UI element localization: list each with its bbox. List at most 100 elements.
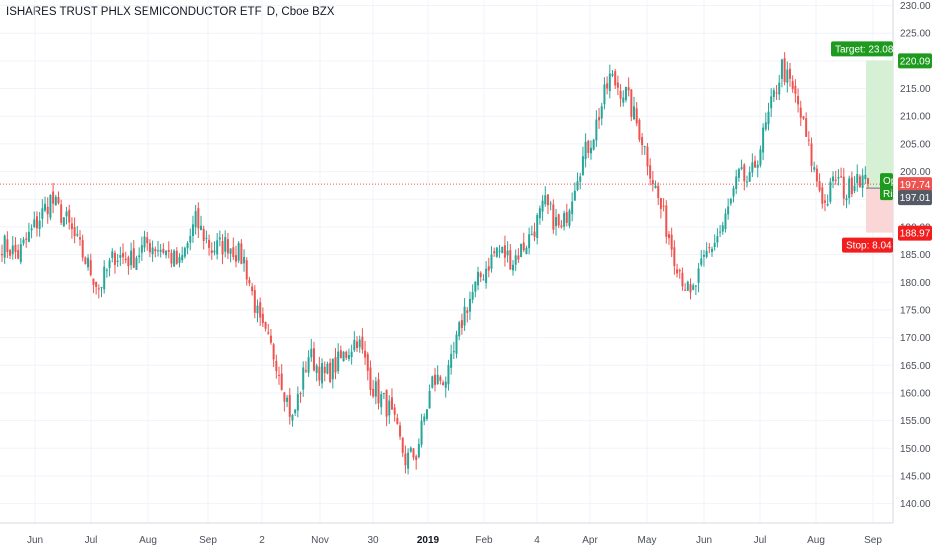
candle-body <box>579 176 582 182</box>
y-tick-label: 165.00 <box>900 361 931 372</box>
grid-lines <box>0 0 893 523</box>
x-tick-label: Sep <box>864 535 882 546</box>
candle-body <box>294 409 297 414</box>
candle-body <box>460 320 463 328</box>
candle-body <box>786 69 789 83</box>
candle-body <box>783 58 786 83</box>
candle-body <box>156 250 159 252</box>
candle-body <box>401 437 404 453</box>
candle-body <box>727 206 730 215</box>
candle-body <box>501 246 504 254</box>
candle-body <box>536 215 539 239</box>
candle-body <box>337 351 340 372</box>
candle-body <box>417 444 420 457</box>
candle-body <box>735 176 738 189</box>
candle-body <box>737 169 740 178</box>
candle-body <box>592 139 595 150</box>
candle-body <box>353 339 356 351</box>
candle-body <box>799 107 802 118</box>
candle-body <box>304 370 307 372</box>
candle-body <box>415 456 418 460</box>
stop-label: Stop: 8.04 ( <box>842 237 898 253</box>
candle-body <box>754 160 757 168</box>
candle-body <box>490 254 493 269</box>
candle-body <box>571 201 574 214</box>
candle-body <box>329 362 332 382</box>
candle-body <box>530 234 533 236</box>
candle-body <box>541 200 544 212</box>
candle-body <box>165 251 168 256</box>
candle-body <box>143 236 146 248</box>
candle-body <box>256 305 259 314</box>
candle-body <box>261 313 264 323</box>
open-risk-box: Op Ris <box>880 173 897 201</box>
candle-body <box>452 351 455 353</box>
candle-body <box>382 393 385 395</box>
candle-body <box>377 379 380 404</box>
candle-body <box>41 208 44 219</box>
candle-body <box>832 176 835 182</box>
candle-body <box>762 127 765 153</box>
candle-body <box>436 374 439 385</box>
candle-body <box>842 176 845 199</box>
x-tick-label: Sep <box>199 535 217 546</box>
candle-body <box>14 244 17 252</box>
candle-body <box>208 239 211 248</box>
candle-body <box>259 302 262 318</box>
candle-body <box>140 245 143 253</box>
candle-body <box>35 216 38 229</box>
candle-body <box>33 219 36 228</box>
candle-body <box>797 95 800 105</box>
candle-body <box>573 190 576 201</box>
candle-body <box>791 81 794 90</box>
candle-body <box>92 278 95 285</box>
candle-body <box>345 351 348 358</box>
candle-body <box>708 247 711 249</box>
candle-body <box>667 234 670 239</box>
y-tick-label: 175.00 <box>900 305 931 316</box>
candle-body <box>200 225 203 231</box>
candle-body <box>167 250 170 252</box>
candle-body <box>78 237 81 240</box>
candle-body <box>444 381 447 388</box>
candle-body <box>299 393 302 395</box>
candle-body <box>439 376 442 381</box>
candle-body <box>291 415 294 421</box>
candle-body <box>638 119 641 140</box>
candle-body <box>321 363 324 384</box>
candle-body <box>662 205 665 207</box>
candle-body <box>170 252 173 264</box>
candle-body <box>1 254 3 256</box>
candle-body <box>22 239 25 244</box>
candle-body <box>19 244 22 263</box>
candle-body <box>385 389 388 417</box>
candle-body <box>821 187 824 204</box>
candle-body <box>275 360 278 372</box>
candle-body <box>745 181 748 183</box>
candle-body <box>148 243 151 253</box>
candle-body <box>189 236 192 243</box>
candle-body <box>237 243 240 261</box>
candle-body <box>466 310 469 313</box>
candle-body <box>848 178 851 199</box>
candle-body <box>151 247 154 255</box>
candle-body <box>603 84 606 105</box>
x-tick-label: Jun <box>696 535 712 546</box>
x-tick-label: Feb <box>475 535 493 546</box>
candle-body <box>17 250 20 259</box>
candle-body <box>399 425 402 437</box>
candle-body <box>767 111 770 125</box>
chart-title: ISHARES TRUST PHLX SEMICONDUCTOR ETF, D,… <box>6 6 335 18</box>
x-tick-label: Jul <box>754 535 767 546</box>
candle-body <box>474 281 477 292</box>
candle-body <box>296 394 299 411</box>
candle-body <box>748 172 751 182</box>
candle-body <box>194 211 197 228</box>
candle-body <box>689 284 692 293</box>
last-price-tag: 197.74 <box>898 177 932 193</box>
candle-body <box>856 173 859 184</box>
candle-body <box>600 106 603 119</box>
candle-body <box>68 209 71 223</box>
